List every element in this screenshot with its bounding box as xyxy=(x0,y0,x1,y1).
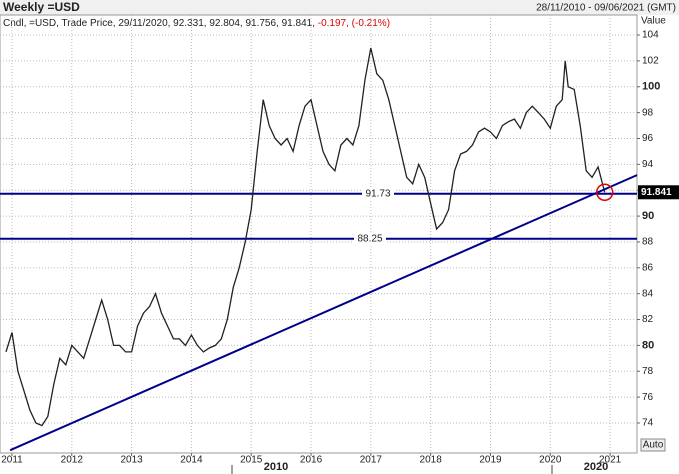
x-tick-label: 2012 xyxy=(61,455,84,466)
y-tick-label: 96 xyxy=(642,133,654,144)
y-tick-label: 78 xyxy=(642,366,654,377)
plot-frame xyxy=(0,14,638,454)
y-tick-label: 86 xyxy=(642,262,654,273)
hline-label-bg xyxy=(354,232,386,245)
highlight-circle xyxy=(595,183,614,202)
last-price-box xyxy=(638,185,679,200)
y-tick-label: 84 xyxy=(642,288,654,299)
period-label: 2010 xyxy=(264,461,288,473)
y-tick-label: 76 xyxy=(642,392,654,403)
auto-button[interactable] xyxy=(640,438,666,452)
y-tick-label: 88 xyxy=(642,237,654,248)
info-line: Cndl, =USD, Trade Price, 29/11/2020, 92.… xyxy=(3,18,390,29)
x-tick-label: 2019 xyxy=(479,455,502,466)
y-tick-label: 104 xyxy=(642,30,659,41)
y-tick-label: 94 xyxy=(642,159,654,170)
hline-label: 88.25 xyxy=(357,233,382,244)
last-price-label: 91.841 xyxy=(641,187,672,198)
hline-label: 91.73 xyxy=(365,188,390,199)
y-tick-label: 100 xyxy=(642,81,660,93)
info-text: Cndl, =USD, Trade Price, 29/11/2020, 92.… xyxy=(3,18,315,29)
y-tick-label: 82 xyxy=(642,314,654,325)
chart-title: Weekly =USD xyxy=(3,0,80,14)
hline-label-bg xyxy=(362,187,394,200)
x-tick-label: 2020 xyxy=(539,455,562,466)
y-tick-label: 102 xyxy=(642,56,659,67)
date-range: 28/11/2010 - 09/06/2021 (GMT) xyxy=(536,3,676,14)
y-tick-label: 74 xyxy=(642,418,654,429)
price-line xyxy=(5,47,606,427)
x-tick-label: 2021 xyxy=(599,455,622,466)
y-tick-label: 98 xyxy=(642,107,654,118)
trendline xyxy=(9,174,638,452)
auto-button-label[interactable]: Auto xyxy=(643,440,664,451)
x-tick-label: 2011 xyxy=(1,455,23,466)
x-tick-label: 2013 xyxy=(120,455,143,466)
period-label: 2020 xyxy=(584,461,608,473)
y-axis-label: Value xyxy=(641,16,666,27)
y-tick-label: 80 xyxy=(642,339,654,351)
change-text: -0.197, (-0.21%) xyxy=(318,18,390,29)
x-tick-label: 2018 xyxy=(420,455,443,466)
x-tick-label: 2017 xyxy=(360,455,383,466)
x-tick-label: 2015 xyxy=(240,455,263,466)
x-tick-label: 2016 xyxy=(300,455,323,466)
x-tick-label: 2014 xyxy=(180,455,203,466)
y-tick-label: 90 xyxy=(642,210,654,222)
header-bar xyxy=(0,0,679,15)
